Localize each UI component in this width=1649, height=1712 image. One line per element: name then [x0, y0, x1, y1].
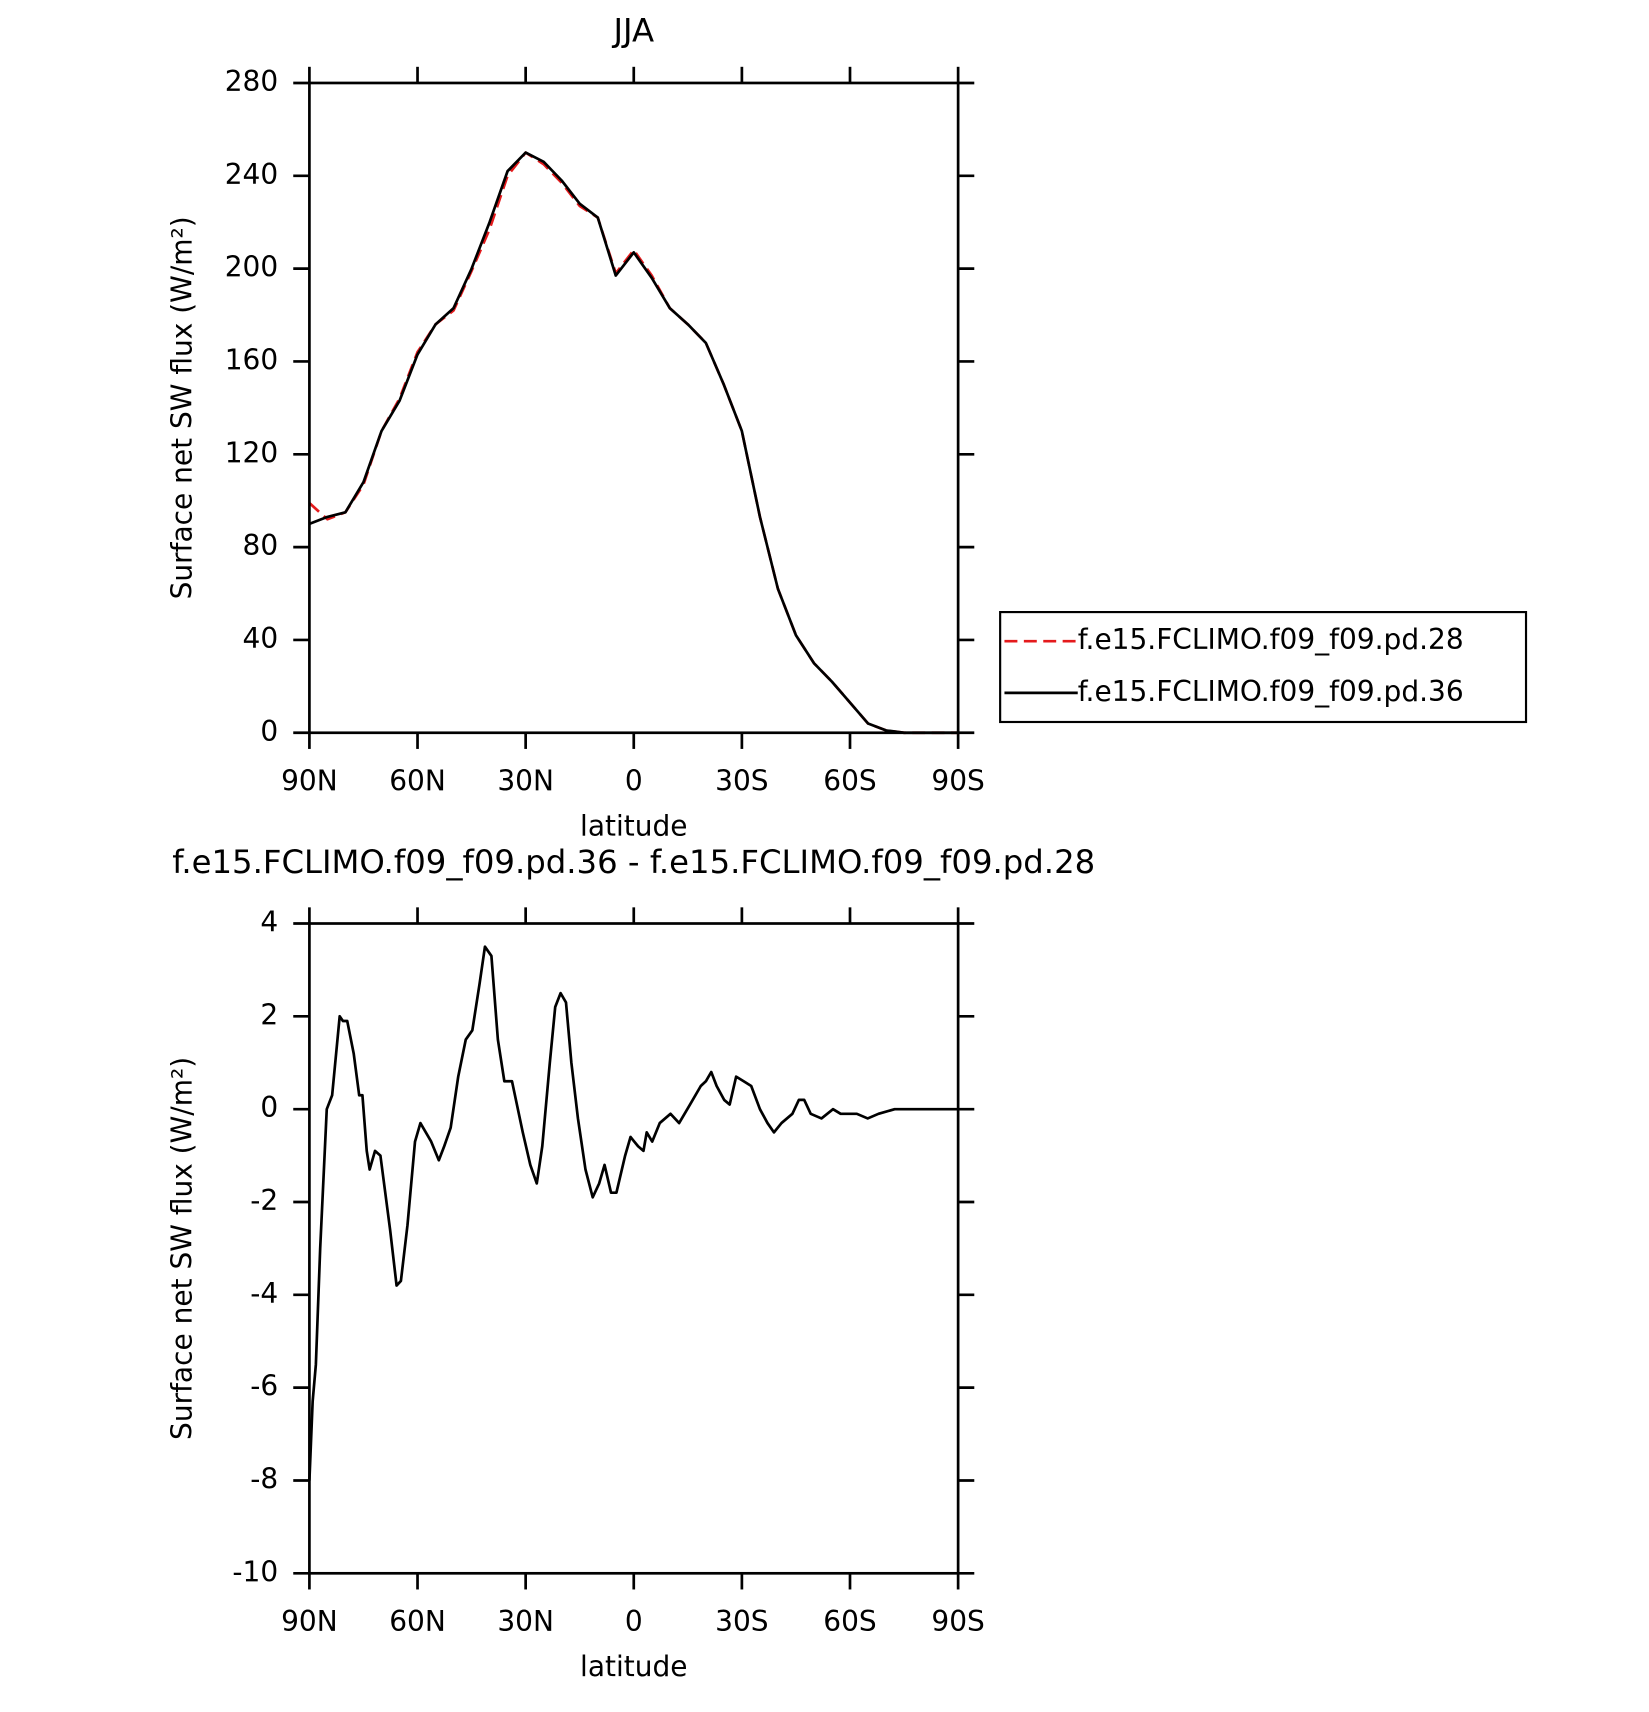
x-tick-label: 0: [625, 1605, 643, 1638]
y-axis-label: Surface net SW flux (W/m²): [165, 216, 198, 599]
x-tick-label: 30N: [497, 764, 554, 797]
x-tick-label: 90S: [931, 764, 984, 797]
y-tick-label: 240: [225, 158, 278, 191]
data-line: [308, 151, 959, 735]
plot-frame: [308, 81, 960, 735]
plot-frame: [308, 922, 960, 1575]
x-tick-label: 60N: [389, 1605, 446, 1638]
chart-title: JJA: [611, 11, 654, 49]
y-tick-label: 200: [225, 251, 278, 284]
x-tick-label: 60S: [823, 1605, 876, 1638]
x-axis-label: latitude: [580, 1650, 687, 1683]
y-tick-label: 2: [260, 998, 278, 1031]
y-tick-label: -6: [250, 1370, 278, 1403]
y-tick-label: 0: [260, 1091, 278, 1124]
legend-box: [999, 611, 1528, 724]
y-tick-label: -8: [250, 1462, 278, 1495]
legend-label: f.e15.FCLIMO.f09_f09.pd.28: [1078, 623, 1464, 656]
x-tick-label: 30S: [715, 1605, 768, 1638]
y-tick-label: 80: [243, 529, 279, 562]
y-tick-label: 120: [225, 436, 278, 469]
chart-title: f.e15.FCLIMO.f09_f09.pd.36 - f.e15.FCLIM…: [172, 843, 1095, 881]
y-tick-label: -10: [232, 1555, 278, 1588]
y-tick-label: -4: [250, 1277, 278, 1310]
x-tick-label: 0: [625, 764, 643, 797]
y-tick-label: 40: [243, 622, 279, 655]
x-tick-label: 30S: [715, 764, 768, 797]
y-axis-label: Surface net SW flux (W/m²): [165, 1057, 198, 1440]
x-tick-label: 90N: [281, 764, 338, 797]
y-tick-label: 160: [225, 343, 278, 376]
y-tick-label: 0: [260, 715, 278, 748]
data-line: [308, 945, 959, 1481]
legend-label: f.e15.FCLIMO.f09_f09.pd.36: [1078, 675, 1464, 708]
y-tick-label: 280: [225, 65, 278, 98]
y-tick-label: -2: [250, 1184, 278, 1217]
y-tick-label: 4: [260, 906, 278, 939]
x-tick-label: 60S: [823, 764, 876, 797]
x-axis-label: latitude: [580, 810, 687, 843]
data-line: [308, 151, 959, 735]
x-tick-label: 90N: [281, 1605, 338, 1638]
x-tick-label: 60N: [389, 764, 446, 797]
x-tick-label: 90S: [931, 1605, 984, 1638]
x-tick-label: 30N: [497, 1605, 554, 1638]
